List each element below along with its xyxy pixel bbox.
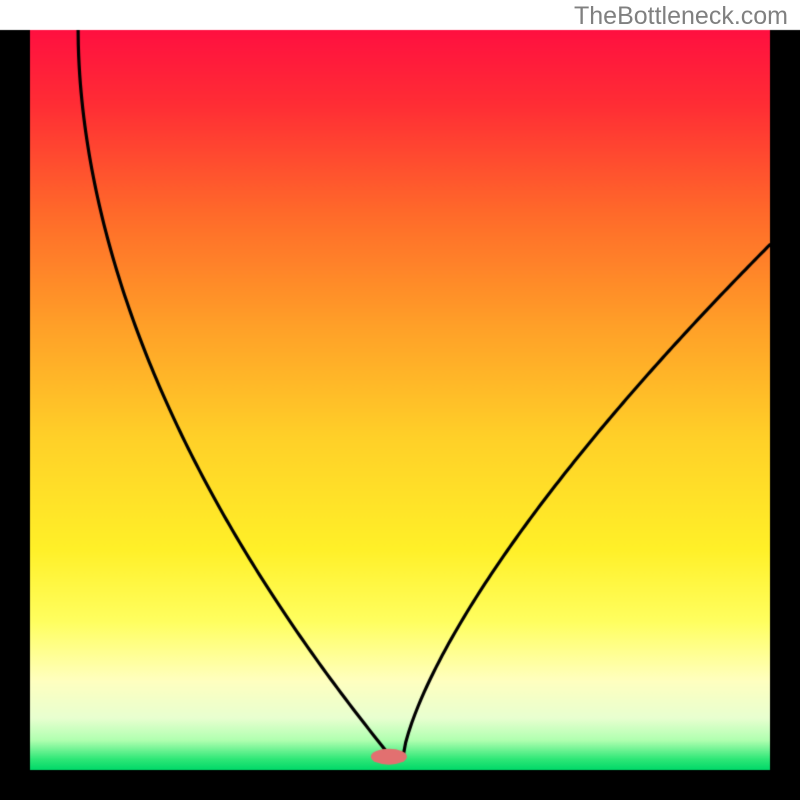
bottleneck-chart-canvas <box>0 0 800 800</box>
chart-container: TheBottleneck.com <box>0 0 800 800</box>
